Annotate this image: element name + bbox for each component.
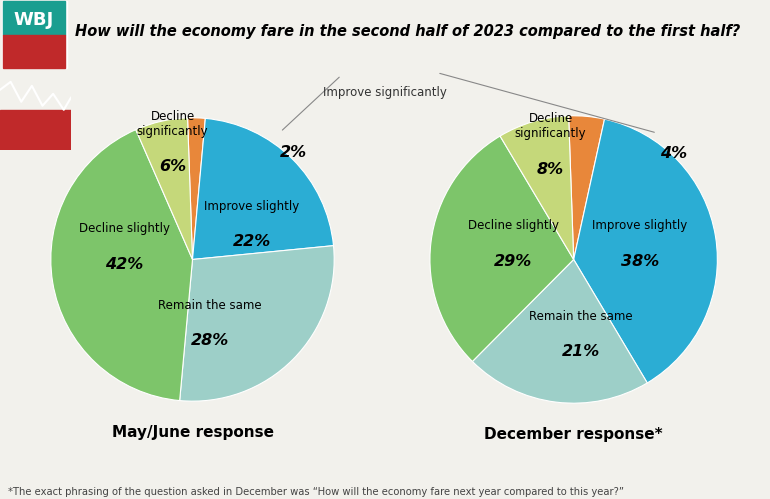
Text: How will the economy fare in the second half of 2023 compared to the first half?: How will the economy fare in the second …: [75, 24, 741, 39]
Text: Improve slightly: Improve slightly: [204, 200, 300, 213]
Bar: [2, 1, 67, 68]
Text: 8%: 8%: [537, 162, 564, 177]
Text: WBJ: WBJ: [14, 10, 54, 28]
Text: *The exact phrasing of the question asked in December was “How will the economy : *The exact phrasing of the question aske…: [8, 487, 624, 497]
Text: Decline slightly: Decline slightly: [468, 219, 559, 232]
Wedge shape: [430, 136, 574, 361]
Text: Improve slightly: Improve slightly: [592, 219, 688, 232]
Text: 29%: 29%: [494, 253, 532, 269]
Bar: [3, 1, 65, 35]
Text: Decline
significantly: Decline significantly: [515, 112, 587, 140]
Wedge shape: [188, 118, 206, 259]
Text: Decline slightly: Decline slightly: [79, 223, 170, 236]
Wedge shape: [500, 116, 574, 259]
Bar: [3, 35, 65, 68]
Wedge shape: [51, 130, 192, 401]
Text: 22%: 22%: [233, 234, 271, 249]
Text: 42%: 42%: [105, 256, 144, 271]
Text: 28%: 28%: [190, 333, 229, 348]
Wedge shape: [568, 116, 604, 259]
Wedge shape: [574, 119, 718, 383]
Text: December response*: December response*: [484, 427, 663, 442]
Text: May/June response: May/June response: [112, 425, 273, 440]
Wedge shape: [136, 118, 192, 259]
Text: Remain the same: Remain the same: [529, 310, 633, 323]
Text: 2%: 2%: [280, 145, 307, 160]
Text: Remain the same: Remain the same: [158, 299, 261, 312]
Text: 38%: 38%: [621, 253, 659, 269]
Text: 21%: 21%: [561, 344, 600, 359]
Text: Improve significantly: Improve significantly: [323, 86, 447, 99]
Text: 6%: 6%: [159, 159, 186, 174]
Wedge shape: [192, 118, 333, 259]
Text: 4%: 4%: [660, 146, 687, 161]
Text: Decline
significantly: Decline significantly: [137, 110, 209, 138]
Wedge shape: [179, 246, 334, 401]
Wedge shape: [472, 259, 648, 403]
